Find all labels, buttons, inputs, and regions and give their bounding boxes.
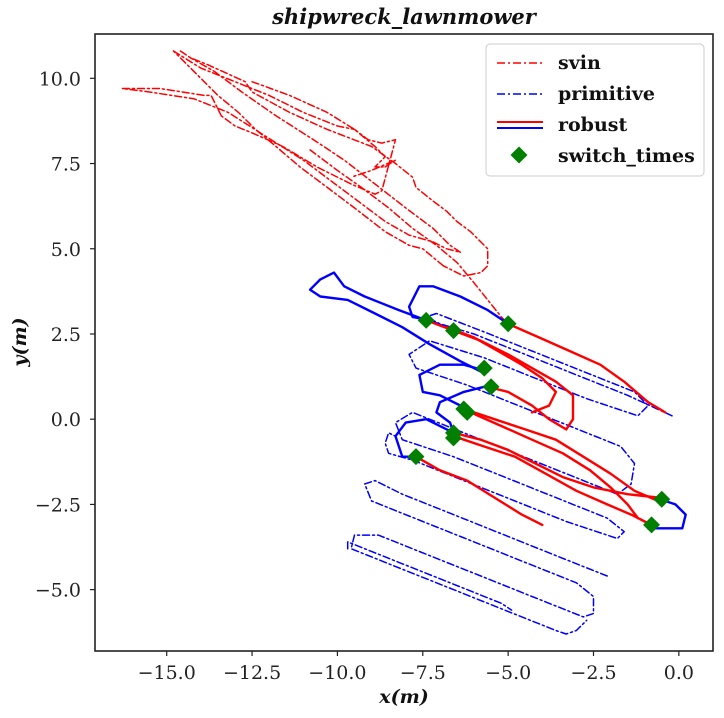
- y-tick-label: 7.5: [51, 154, 81, 176]
- x-tick-label: −2.5: [570, 662, 616, 684]
- y-tick-label: 0.0: [51, 409, 81, 431]
- chart-title: shipwreck_lawnmower: [271, 4, 538, 29]
- series-line-robust-blue: [646, 496, 687, 530]
- x-tick-label: −15.0: [138, 662, 196, 684]
- x-ticks: −15.0 −12.5 −10.0 −7.5 −5.0 −2.5 0.0: [138, 651, 694, 684]
- x-tick-label: −7.5: [400, 662, 446, 684]
- series-line-svin: [350, 159, 397, 178]
- legend-label-switch-times: switch_times: [558, 145, 695, 167]
- legend-label-robust: robust: [558, 114, 627, 136]
- plot-frame: [94, 33, 714, 652]
- legend: svin primitive robust switch_times: [485, 43, 705, 177]
- y-ticks: −5.0 −2.5 0.0 2.5 5.0 7.5 10.0: [35, 68, 95, 602]
- series-line-svin: [309, 149, 513, 328]
- x-tick-label: 0.0: [664, 662, 694, 684]
- series-line-svin: [172, 50, 445, 267]
- x-tick-label: −5.0: [485, 662, 531, 684]
- series-line-robust: [414, 455, 544, 527]
- switch-time-marker: [458, 403, 476, 421]
- legend-label-primitive: primitive: [558, 83, 655, 105]
- switch-time-marker: [653, 490, 671, 508]
- series-line-robust: [506, 322, 667, 414]
- series-layer: [121, 50, 687, 635]
- switch-time-marker: [482, 378, 500, 396]
- series-line-robust: [462, 407, 660, 503]
- series-line-robust-blue: [435, 383, 493, 434]
- series-line-svin: [172, 50, 397, 195]
- switch-time-marker: [417, 311, 435, 329]
- y-axis-label: y(m): [9, 317, 31, 367]
- y-tick-label: 5.0: [51, 239, 81, 261]
- y-tick-label: 2.5: [51, 324, 81, 346]
- series-line-robust: [452, 431, 660, 499]
- y-tick-label: −5.0: [35, 580, 81, 602]
- series-line-primitive: [384, 312, 673, 540]
- series-line-svin: [179, 50, 489, 277]
- markers-layer: [407, 311, 671, 534]
- series-line-robust-blue: [394, 418, 455, 458]
- series-line-robust: [445, 326, 558, 414]
- series-line-robust: [452, 435, 653, 527]
- series-line-svin: [121, 87, 462, 253]
- switch-time-marker: [475, 359, 493, 377]
- series-line-primitive: [350, 479, 608, 635]
- switch-time-marker: [499, 315, 517, 333]
- series-line-robust: [469, 411, 640, 520]
- legend-box: [485, 43, 705, 177]
- legend-swatch-switch-times: [510, 146, 528, 164]
- y-tick-label: 10.0: [39, 68, 81, 90]
- x-axis-label: x(m): [378, 686, 428, 708]
- series-line-robust-blue: [308, 271, 482, 373]
- y-tick-label: −2.5: [35, 494, 81, 516]
- switch-time-marker: [444, 429, 462, 447]
- switch-time-marker: [407, 448, 425, 466]
- series-line-svin: [251, 80, 386, 168]
- x-tick-label: −10.0: [308, 662, 366, 684]
- series-line-primitive: [346, 541, 513, 611]
- x-tick-label: −12.5: [223, 662, 281, 684]
- legend-label-svin: svin: [558, 52, 601, 74]
- series-line-robust-blue: [418, 363, 489, 411]
